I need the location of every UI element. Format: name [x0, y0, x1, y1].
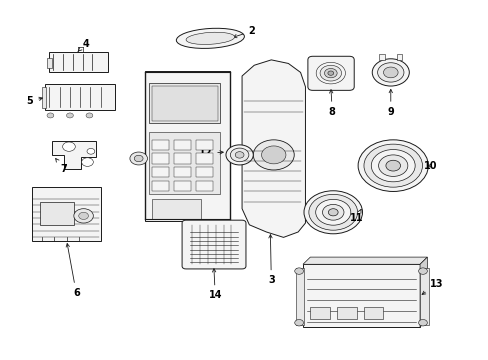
- Circle shape: [235, 152, 244, 158]
- Bar: [173, 140, 190, 150]
- Bar: [152, 167, 168, 177]
- Bar: [40, 202, 74, 225]
- Circle shape: [86, 113, 93, 118]
- Bar: [149, 132, 220, 194]
- Bar: [195, 181, 212, 191]
- Text: 6: 6: [66, 243, 80, 298]
- Circle shape: [322, 204, 343, 220]
- Circle shape: [308, 194, 357, 230]
- FancyBboxPatch shape: [44, 84, 115, 110]
- Bar: [47, 58, 52, 68]
- Bar: [152, 199, 200, 219]
- Circle shape: [324, 68, 336, 78]
- Bar: [173, 167, 190, 177]
- Circle shape: [363, 144, 422, 187]
- Circle shape: [320, 65, 341, 81]
- Text: 9: 9: [386, 89, 393, 117]
- FancyBboxPatch shape: [182, 220, 245, 269]
- Circle shape: [383, 67, 397, 78]
- FancyBboxPatch shape: [32, 187, 101, 241]
- Text: 5: 5: [26, 96, 42, 106]
- Bar: [336, 307, 356, 319]
- Circle shape: [230, 148, 248, 162]
- Circle shape: [294, 268, 303, 274]
- Bar: [195, 167, 212, 177]
- Circle shape: [74, 209, 93, 223]
- Circle shape: [294, 319, 303, 326]
- Circle shape: [418, 319, 427, 326]
- Circle shape: [261, 146, 285, 164]
- Circle shape: [328, 209, 337, 216]
- Circle shape: [385, 160, 400, 171]
- Circle shape: [377, 63, 403, 82]
- Text: 11: 11: [349, 210, 363, 222]
- FancyBboxPatch shape: [303, 264, 419, 327]
- Bar: [295, 268, 304, 325]
- Bar: [149, 83, 220, 123]
- FancyBboxPatch shape: [42, 87, 46, 108]
- Text: 8: 8: [328, 90, 335, 117]
- Bar: [173, 181, 190, 191]
- Circle shape: [66, 113, 73, 118]
- Polygon shape: [419, 257, 427, 327]
- Circle shape: [418, 268, 427, 274]
- FancyBboxPatch shape: [307, 56, 353, 90]
- Bar: [195, 153, 212, 163]
- Ellipse shape: [176, 28, 244, 48]
- Bar: [173, 153, 190, 163]
- Circle shape: [357, 140, 427, 192]
- Text: 2: 2: [233, 26, 255, 38]
- Bar: [152, 153, 168, 163]
- Circle shape: [47, 113, 54, 118]
- Polygon shape: [303, 257, 427, 264]
- Bar: [310, 307, 329, 319]
- Circle shape: [371, 59, 408, 86]
- Circle shape: [225, 145, 253, 165]
- Polygon shape: [52, 140, 96, 169]
- Circle shape: [327, 71, 333, 75]
- Circle shape: [316, 62, 345, 84]
- Circle shape: [79, 212, 88, 220]
- Text: 1: 1: [188, 221, 206, 240]
- Text: 4: 4: [78, 39, 89, 51]
- Circle shape: [253, 140, 294, 170]
- Bar: [378, 54, 384, 59]
- Circle shape: [81, 158, 93, 166]
- Circle shape: [315, 199, 350, 225]
- Text: 12: 12: [198, 148, 223, 158]
- Circle shape: [130, 152, 147, 165]
- Circle shape: [378, 155, 407, 176]
- Text: 14: 14: [208, 269, 222, 301]
- Circle shape: [62, 142, 75, 151]
- Bar: [152, 86, 217, 121]
- Circle shape: [370, 149, 414, 182]
- Bar: [419, 268, 428, 325]
- Ellipse shape: [186, 32, 234, 44]
- Text: 7: 7: [56, 158, 67, 174]
- Polygon shape: [242, 60, 305, 237]
- Text: 3: 3: [267, 235, 274, 285]
- Circle shape: [304, 191, 362, 234]
- FancyBboxPatch shape: [144, 71, 229, 221]
- FancyBboxPatch shape: [49, 51, 108, 72]
- Bar: [195, 140, 212, 150]
- Bar: [152, 181, 168, 191]
- Bar: [152, 140, 168, 150]
- Bar: [396, 54, 402, 59]
- Circle shape: [87, 148, 95, 154]
- Text: 10: 10: [423, 161, 437, 171]
- Bar: [363, 307, 383, 319]
- Circle shape: [134, 155, 143, 162]
- Text: 13: 13: [421, 279, 443, 294]
